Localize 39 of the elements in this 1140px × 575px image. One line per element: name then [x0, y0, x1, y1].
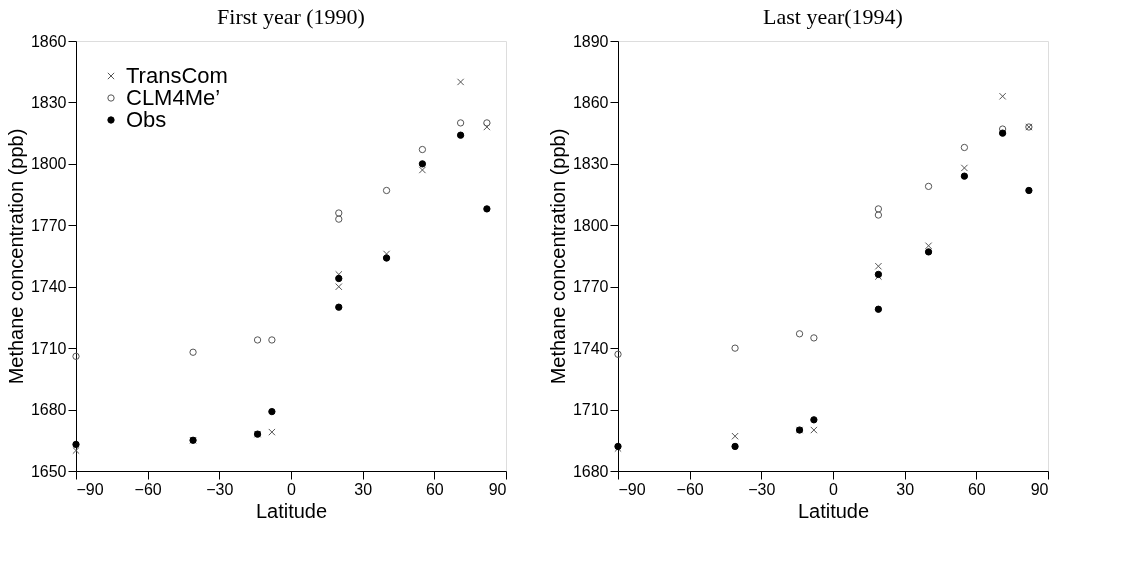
x-tick-label: 0 [829, 480, 839, 498]
x-tick-label: 0 [287, 480, 297, 498]
y-tick-label: 1770 [30, 216, 67, 234]
x-tick-label: 30 [354, 480, 373, 498]
y-tick-label: 1770 [572, 278, 609, 296]
y-tick-label: 1710 [572, 401, 609, 419]
x-axis-title: Latitude [255, 499, 328, 522]
x-tick-label: 60 [425, 480, 444, 498]
chart-title: Last year(1994) [763, 4, 903, 29]
y-axis-title: Methane concentration (ppb) [4, 128, 27, 385]
y-tick-label: 1800 [572, 216, 609, 234]
x-tick-label: 90 [1030, 480, 1049, 498]
y-axis-title: Methane concentration (ppb) [546, 128, 569, 385]
y-tick-label: 1680 [30, 401, 67, 419]
legend-label: TransCom [126, 63, 228, 88]
x-tick-label: −60 [676, 480, 704, 498]
x-tick-label: −60 [134, 480, 162, 498]
x-tick-label: 30 [896, 480, 915, 498]
y-tick-label: 1830 [572, 155, 609, 173]
x-tick-label: −90 [618, 480, 646, 498]
x-tick-label: −90 [76, 480, 104, 498]
y-tick-label: 1860 [572, 93, 609, 111]
x-tick-label: −30 [748, 480, 776, 498]
chart-title: First year (1990) [217, 4, 365, 29]
x-tick-label: −30 [206, 480, 234, 498]
y-tick-label: 1830 [30, 93, 67, 111]
legend-label: CLM4Me’ [126, 85, 221, 110]
y-tick-label: 1710 [30, 339, 67, 357]
legend-label: Obs [126, 107, 167, 132]
x-tick-label: 60 [967, 480, 986, 498]
y-tick-label: 1680 [572, 462, 609, 480]
y-tick-label: 1800 [30, 155, 67, 173]
y-tick-label: 1650 [30, 462, 67, 480]
y-tick-label: 1740 [30, 278, 67, 296]
x-axis-title: Latitude [797, 499, 870, 522]
y-tick-label: 1740 [572, 339, 609, 357]
y-tick-label: 1890 [572, 32, 609, 50]
y-tick-label: 1860 [30, 32, 67, 50]
x-tick-label: 90 [488, 480, 507, 498]
